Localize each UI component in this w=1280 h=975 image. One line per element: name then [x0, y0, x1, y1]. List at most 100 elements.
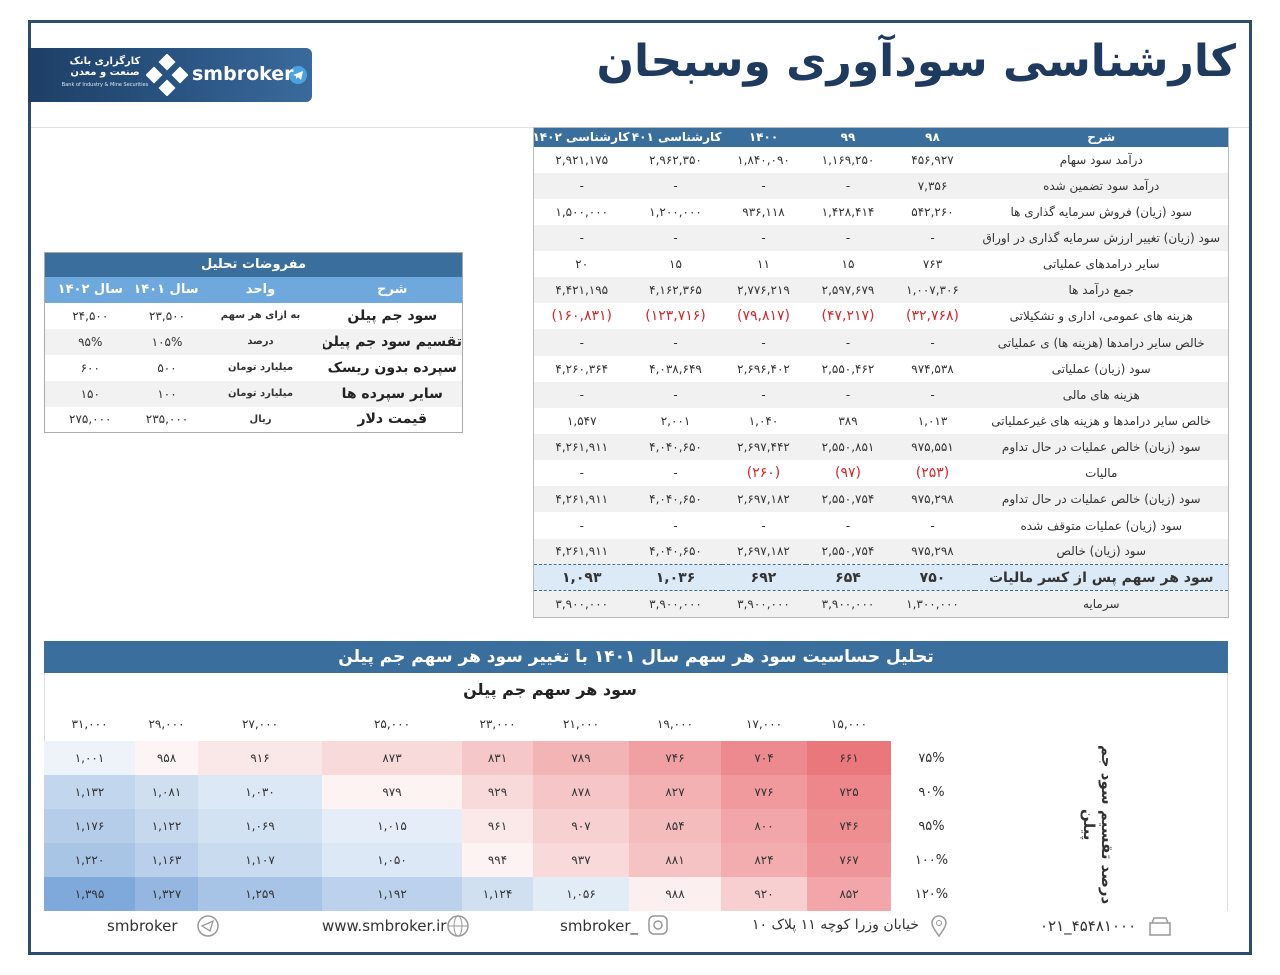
cell: ۱,۰۵۶ [533, 877, 629, 911]
cell: ۱,۲۲۰ [44, 843, 135, 877]
cell: ۱۰۰ [135, 380, 199, 407]
cell: ۴,۲۶۰,۳۶۴ [555, 361, 609, 376]
cell: ۲۳,۵۰۰ [148, 308, 186, 323]
row-label: هزینه های مالی [974, 381, 1229, 408]
title-row: مفروضات تحلیل [44, 252, 463, 277]
table-row: قیمت دلار ریال ۲۳۵,۰۰۰ ۲۷۵,۰۰۰ [45, 407, 463, 433]
cell: ۳,۹۰۰,۰۰۰ [533, 590, 630, 618]
cell: - [805, 172, 891, 199]
table-row: خالص سایر درامدها و هزینه های غیرعملیاتی… [534, 408, 1229, 434]
column-header: ۱۹,۰۰۰ [656, 717, 694, 731]
cell: به ازای هر سهم [220, 310, 301, 321]
cell: - [890, 381, 975, 408]
cell: ۲۷۵,۰۰۰ [69, 412, 112, 427]
table-row: سود (زیان) خالص عملیات در حال تداوم ۹۷۵,۵… [533, 434, 1229, 461]
cell: ۴۵۶,۹۲۷ [911, 152, 954, 167]
cell: (۱۶۰,۸۳۱) [551, 308, 612, 325]
table-row: سایر درامدهای عملیاتی ۷۶۳ ۱۵ ۱۱ ۱۵ ۲۰ [534, 251, 1229, 277]
row-label: درآمد سود سهام [1059, 152, 1143, 167]
cell: ۹۷۹ [322, 775, 462, 809]
cell: ۲,۵۵۰,۷۵۴ [805, 538, 891, 565]
cell: ۲,۵۵۰,۸۵۱ [805, 434, 891, 461]
telegram-icon [197, 915, 219, 937]
row-label: ۷۵% [918, 750, 945, 766]
cell: ۳۸۹ [838, 413, 858, 428]
cell: ۴,۲۶۱,۹۱۱ [533, 538, 630, 565]
cell: ۶۵۴ [805, 564, 891, 592]
cell: ۵۴۲,۲۶۰ [911, 204, 954, 219]
table-row: سود (زیان) فروش سرمایه گذاری ها ۵۴۲,۲۶۰ ۱,… [534, 199, 1229, 225]
cell: - [579, 466, 584, 481]
column-header: ۳۱,۰۰۰ [71, 717, 108, 731]
cell: ۹۵% [44, 328, 136, 355]
cell: ۷۸۹ [533, 741, 629, 775]
cell: ۱,۱۷۶ [44, 809, 135, 843]
page-title: کارشناسی سودآوری وسبحان [596, 36, 1236, 87]
brand: smbroker [192, 63, 294, 85]
cell: ۴,۰۳۸,۶۴۹ [649, 361, 702, 376]
phone-icon [1149, 917, 1171, 936]
table-row: درآمد سود تضمین شده ۷,۳۵۶- - - - [533, 172, 1229, 199]
cell: ۴,۲۶۱,۹۱۱ [533, 486, 630, 513]
table-row: ۷۵% ۶۶۱ ۷۰۴ ۷۴۶ ۷۸۹ ۸۳۱ ۸۷۳ ۹۱۶ ۹۵۸ ۱,۰۰۱ [44, 741, 972, 775]
cell: ۲,۵۵۰,۴۶۲ [821, 361, 875, 376]
footer-address: خیابان وزرا کوچه ۱۱ پلاک ۱۰ [752, 917, 919, 933]
cell: ۴,۱۶۲,۳۶۵ [629, 277, 722, 304]
cell: ۹۷۴,۵۳۸ [911, 361, 954, 376]
cell: ۱,۵۴۷ [566, 413, 597, 428]
cell: ۸۲۷ [629, 775, 721, 809]
row-label: سود (زیان) عملیات متوقف شده [1020, 518, 1182, 533]
row-label: سود (زیان) خالص عملیات در حال تداوم [974, 486, 1229, 513]
cell: - [890, 329, 975, 356]
cell: ۱,۱۲۲ [135, 809, 198, 843]
row-label: ۱۲۰% [914, 886, 949, 902]
cell: ۷۴۶ [629, 741, 721, 775]
cell: ۱,۱۹۲ [322, 877, 462, 911]
table-row: ۱۲۰% ۸۵۲ ۹۲۰ ۹۸۸ ۱,۰۵۶ ۱,۱۲۴ ۱,۱۹۲ ۱,۲۵۹ ۱,۳۲۷ ۱,… [44, 877, 972, 911]
cell: ۲۴,۵۰۰ [72, 308, 109, 323]
cell: ۸۵۲ [807, 877, 891, 911]
telegram-icon [289, 66, 307, 84]
cell: ۷۲۵ [807, 775, 891, 809]
cell: ۱۵ [669, 257, 682, 272]
logo-subtext: Bank of Industry & Mine Securities [61, 82, 149, 88]
cell: ۹۳۷ [533, 843, 629, 877]
sensitivity-subtitle: سود هر سهم جم پیلن [463, 680, 637, 699]
row-label: درآمد سود تضمین شده [974, 172, 1229, 199]
cell: (۲۶۰) [746, 465, 781, 482]
cell: ۱,۵۰۰,۰۰۰ [555, 204, 609, 219]
cell: - [533, 329, 630, 356]
table-row: مالیات (۲۵۳) (۹۷) (۲۶۰) - - [534, 460, 1229, 486]
column-header: ۲۳,۰۰۰ [479, 717, 516, 731]
frame [28, 20, 1252, 955]
header-row: ۱۵,۰۰۰ ۱۷,۰۰۰ ۱۹,۰۰۰ ۲۱,۰۰۰ ۲۳,۰۰۰ ۲۵,۰۰۰ ۲۷,۰… [44, 707, 972, 741]
cell: - [721, 224, 806, 252]
cell: (۹۷) [835, 465, 861, 482]
cell: ۹۲۹ [462, 775, 533, 809]
cell: - [629, 224, 722, 252]
column-header: ۱۷,۰۰۰ [745, 717, 783, 731]
row-label: سود (زیان) عملیاتی [1051, 361, 1151, 376]
cell: ۱,۰۱۵ [322, 809, 462, 843]
cell: ۷۴۶ [807, 809, 891, 843]
column-header: واحد [198, 276, 323, 303]
row-label: سود جم پیلن [347, 307, 438, 324]
table-row: هزینه های عمومی، اداری و تشکیلاتی (۳۲,۷۶۸… [534, 303, 1229, 329]
cell: ۲۳۵,۰۰۰ [145, 412, 189, 427]
column-header: سال ۱۴۰۲ [44, 276, 136, 303]
cell: ۹۷۵,۲۹۸ [890, 486, 975, 513]
column-header: کارشناسی ۱۴۰۱ [629, 127, 722, 147]
cell: - [721, 172, 806, 199]
cell: - [930, 518, 935, 533]
cell: ۲۰ [575, 257, 589, 272]
table-row: درآمد سود سهام ۴۵۶,۹۲۷ ۱,۱۶۹,۲۵۰ ۱,۸۴۰,۰۹۰ ۲… [534, 147, 1229, 173]
row-label: خالص سایر درامدها و هزینه های غیرعملیاتی [991, 413, 1212, 428]
cell: ۶۰۰ [80, 360, 100, 375]
row-label: سود (زیان) تغییر ارزش سرمایه گذاری در او… [974, 224, 1229, 252]
cell: ۸۷۸ [533, 775, 629, 809]
cell: - [761, 518, 766, 533]
cell: ۱,۳۰۰,۰۰۰ [890, 590, 975, 618]
table-row: جمع درآمد ها ۱,۰۰۷,۳۰۶ ۲,۵۹۷,۶۷۹ ۲,۷۷۶,۲۱۹ ۴… [533, 277, 1229, 304]
cell: میلیارد تومان [227, 362, 294, 373]
cell: ۱,۱۶۹,۲۵۰ [821, 152, 875, 167]
